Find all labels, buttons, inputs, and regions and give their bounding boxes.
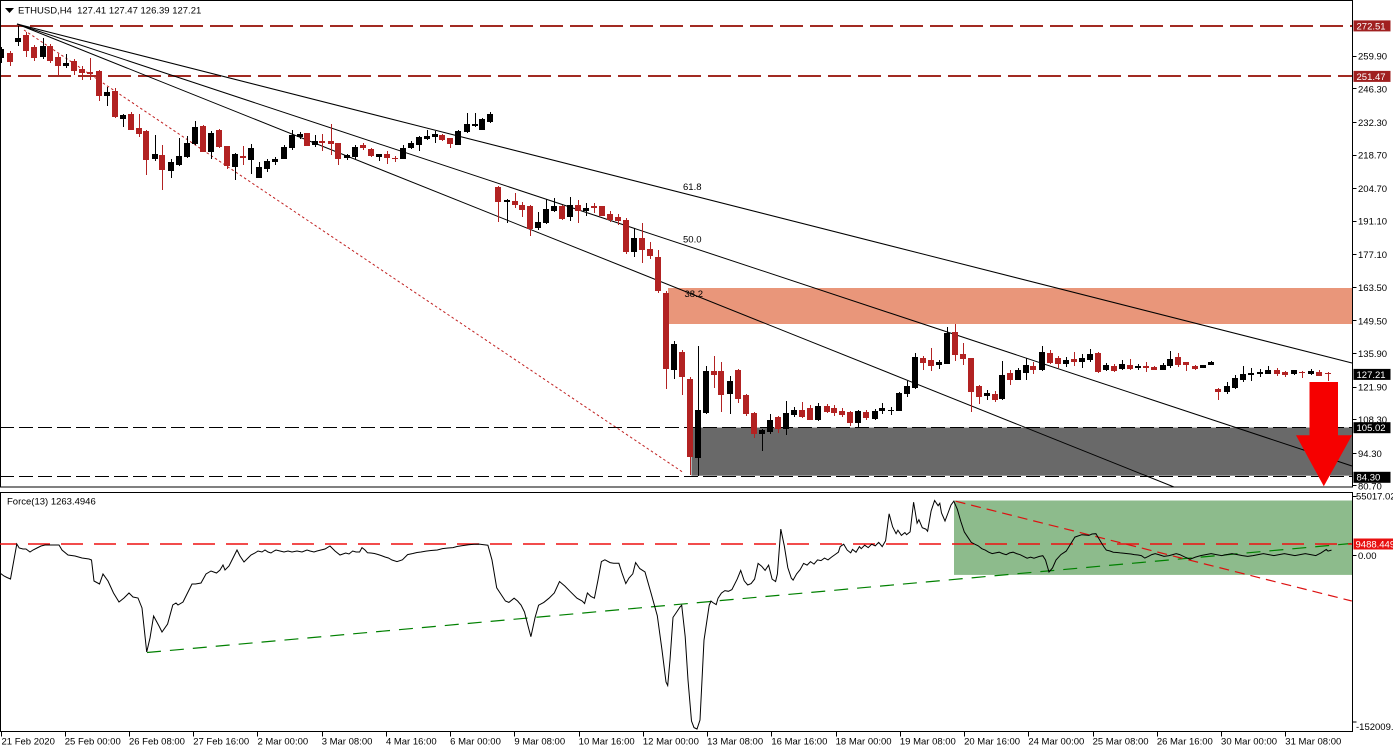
svg-text:163.50: 163.50 — [1358, 283, 1387, 294]
svg-text:259.90: 259.90 — [1358, 52, 1387, 63]
svg-text:20 Mar 16:00: 20 Mar 16:00 — [964, 737, 1020, 748]
svg-text:105.02: 105.02 — [1357, 423, 1386, 434]
svg-text:10 Mar 16:00: 10 Mar 16:00 — [579, 737, 635, 748]
svg-text:Force(13) 1263.4946: Force(13) 1263.4946 — [7, 497, 96, 508]
svg-text:135.90: 135.90 — [1358, 349, 1387, 360]
svg-text:204.70: 204.70 — [1358, 184, 1387, 195]
svg-text:-152009.: -152009. — [1356, 722, 1393, 733]
svg-text:121.90: 121.90 — [1358, 383, 1387, 394]
svg-text:24 Mar 00:00: 24 Mar 00:00 — [1028, 737, 1084, 748]
svg-text:21 Feb 2020: 21 Feb 2020 — [2, 737, 55, 748]
svg-text:16 Mar 16:00: 16 Mar 16:00 — [771, 737, 827, 748]
svg-text:149.50: 149.50 — [1358, 316, 1387, 327]
svg-text:25 Feb 00:00: 25 Feb 00:00 — [65, 737, 121, 748]
svg-text:26 Feb 08:00: 26 Feb 08:00 — [129, 737, 185, 748]
svg-text:177.10: 177.10 — [1358, 250, 1387, 261]
svg-text:12 Mar 00:00: 12 Mar 00:00 — [643, 737, 699, 748]
svg-text:218.70: 218.70 — [1358, 150, 1387, 161]
svg-text:19 Mar 08:00: 19 Mar 08:00 — [900, 737, 956, 748]
svg-text:6 Mar 00:00: 6 Mar 00:00 — [450, 737, 501, 748]
svg-text:38.2: 38.2 — [685, 289, 704, 300]
svg-text:31 Mar 08:00: 31 Mar 08:00 — [1285, 737, 1341, 748]
svg-text:84.30: 84.30 — [1357, 473, 1381, 484]
svg-text:9488.449: 9488.449 — [1356, 539, 1393, 550]
svg-text:13 Mar 08:00: 13 Mar 08:00 — [707, 737, 763, 748]
svg-text:18 Mar 00:00: 18 Mar 00:00 — [836, 737, 892, 748]
svg-text:232.30: 232.30 — [1358, 118, 1387, 129]
svg-text:80.70: 80.70 — [1358, 481, 1382, 492]
svg-text:9 Mar 08:00: 9 Mar 08:00 — [514, 737, 565, 748]
svg-text:251.47: 251.47 — [1357, 72, 1386, 83]
svg-text:191.10: 191.10 — [1358, 217, 1387, 228]
svg-text:108.30: 108.30 — [1358, 415, 1387, 426]
svg-text:127.21: 127.21 — [1357, 370, 1386, 381]
svg-text:26 Mar 16:00: 26 Mar 16:00 — [1157, 737, 1213, 748]
svg-text:246.30: 246.30 — [1358, 84, 1387, 95]
svg-text:272.51: 272.51 — [1357, 21, 1386, 32]
svg-text:4 Mar 16:00: 4 Mar 16:00 — [386, 737, 437, 748]
svg-text:27 Feb 16:00: 27 Feb 16:00 — [193, 737, 249, 748]
svg-text:94.30: 94.30 — [1358, 449, 1382, 460]
svg-text:55017.02: 55017.02 — [1356, 491, 1393, 502]
svg-text:61.8: 61.8 — [683, 182, 702, 193]
svg-text:3 Mar 08:00: 3 Mar 08:00 — [322, 737, 373, 748]
svg-text:0.00: 0.00 — [1358, 551, 1377, 562]
svg-text:ETHUSD,H4 127.41 127.47 126.3: ETHUSD,H4 127.41 127.47 126.39 127.21 — [18, 6, 201, 17]
svg-text:25 Mar 08:00: 25 Mar 08:00 — [1093, 737, 1149, 748]
svg-text:50.0: 50.0 — [683, 235, 702, 246]
svg-text:2 Mar 00:00: 2 Mar 00:00 — [257, 737, 308, 748]
svg-text:30 Mar 00:00: 30 Mar 00:00 — [1221, 737, 1277, 748]
